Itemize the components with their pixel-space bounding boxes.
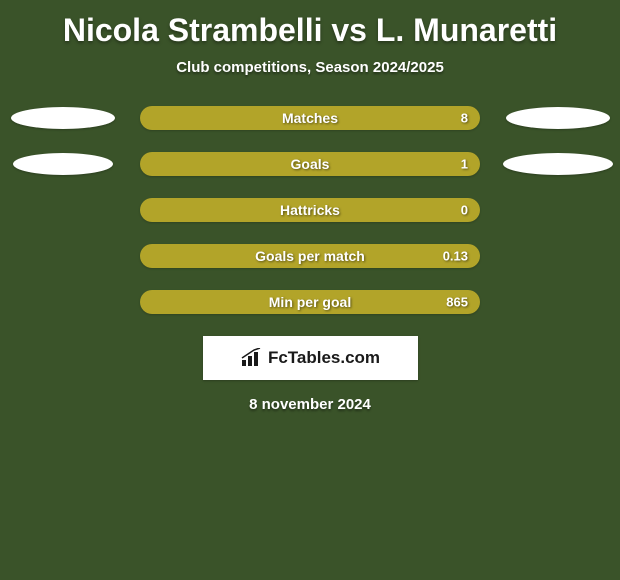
footer-date: 8 november 2024 [0,396,620,413]
stat-bar: Goals per match0.13 [140,244,480,268]
stat-bar: Matches8 [140,106,480,130]
comparison-row: Goals1 [0,152,620,176]
stat-value: 0 [461,203,468,218]
right-ellipse [506,107,610,129]
comparison-row: Min per goal865 [0,290,620,314]
stat-value: 1 [461,157,468,172]
stat-label: Min per goal [140,294,480,310]
right-slot [480,107,610,129]
logo-box: FcTables.com [203,336,418,380]
left-ellipse [11,107,115,129]
left-ellipse [13,153,113,175]
stat-bar: Goals1 [140,152,480,176]
page-title: Nicola Strambelli vs L. Munaretti [0,12,620,49]
page-subtitle: Club competitions, Season 2024/2025 [0,59,620,76]
stat-value: 865 [446,295,468,310]
stat-label: Matches [140,110,480,126]
comparison-row: Matches8 [0,106,620,130]
right-slot [480,153,610,175]
stat-label: Hattricks [140,202,480,218]
left-slot [10,153,140,175]
comparison-row: Goals per match0.13 [0,244,620,268]
stat-value: 8 [461,111,468,126]
chart-icon [240,348,264,368]
comparison-rows: Matches8Goals1Hattricks0Goals per match0… [0,106,620,314]
left-slot [10,107,140,129]
stat-value: 0.13 [443,249,468,264]
stat-bar: Min per goal865 [140,290,480,314]
logo-text: FcTables.com [268,348,380,368]
right-ellipse [503,153,613,175]
comparison-row: Hattricks0 [0,198,620,222]
stat-bar: Hattricks0 [140,198,480,222]
stat-label: Goals per match [140,248,480,264]
stat-label: Goals [140,156,480,172]
